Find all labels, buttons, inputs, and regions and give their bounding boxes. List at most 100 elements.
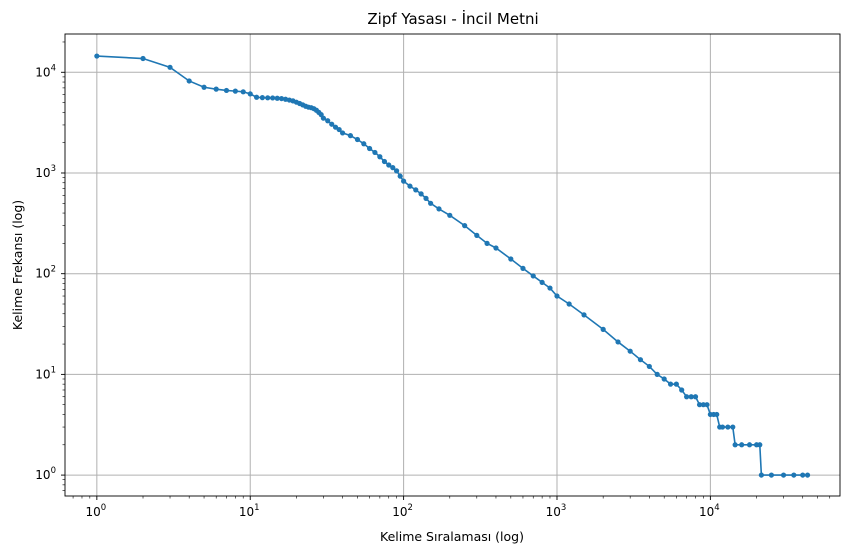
- x-tick-label: 101: [239, 503, 260, 519]
- data-point: [547, 285, 553, 291]
- data-point: [667, 381, 674, 387]
- data-point: [393, 168, 400, 174]
- data-point: [401, 178, 407, 184]
- data-point: [347, 133, 354, 139]
- data-point: [804, 472, 811, 478]
- data-point: [223, 87, 230, 94]
- data-point: [418, 191, 424, 197]
- data-point: [447, 212, 453, 218]
- data-point: [259, 95, 265, 101]
- data-point: [201, 84, 207, 90]
- data-point: [688, 394, 694, 400]
- grid-lines: [65, 34, 840, 496]
- data-point: [186, 78, 192, 84]
- series-line: [96, 55, 808, 476]
- chart-title: Zipf Yasası - İncil Metni: [367, 9, 538, 28]
- data-point: [474, 232, 480, 238]
- data-point: [413, 187, 419, 193]
- data-point: [508, 256, 514, 262]
- data-point: [390, 165, 396, 171]
- data-point: [679, 387, 685, 393]
- data-point: [780, 472, 787, 478]
- data-point: [520, 265, 526, 271]
- data-point: [757, 442, 763, 448]
- data-point: [325, 118, 331, 124]
- data-point: [600, 326, 606, 332]
- data-point: [94, 53, 100, 59]
- data-point: [247, 91, 253, 97]
- data-point: [140, 55, 146, 62]
- plot-series: [94, 53, 811, 478]
- data-point: [386, 162, 392, 168]
- data-point: [167, 64, 173, 70]
- data-point: [704, 402, 710, 408]
- y-axis-label: Kelime Frekansı (log): [10, 200, 25, 330]
- data-point: [354, 136, 361, 143]
- data-point: [240, 89, 246, 95]
- data-point: [339, 130, 346, 136]
- data-point: [646, 363, 652, 370]
- y-tick-label: 104: [35, 63, 56, 79]
- data-point: [320, 115, 327, 121]
- data-point: [692, 394, 699, 400]
- data-point: [673, 381, 679, 387]
- data-point: [361, 141, 367, 147]
- data-point: [493, 245, 499, 251]
- data-point: [423, 195, 429, 201]
- axis-ticks: 100 101 102 103 104 100 101 102 103 104: [35, 41, 831, 519]
- data-point: [407, 183, 413, 189]
- data-point: [539, 279, 545, 285]
- data-point: [366, 145, 373, 152]
- x-tick-label: 103: [546, 503, 567, 519]
- data-point: [232, 88, 238, 94]
- data-point: [372, 149, 378, 156]
- data-point: [768, 472, 775, 478]
- y-tick-label: 100: [35, 466, 56, 482]
- data-point: [397, 173, 403, 179]
- data-point: [336, 126, 342, 133]
- data-point: [329, 121, 335, 127]
- data-point: [654, 371, 660, 377]
- data-point: [696, 402, 703, 408]
- data-point: [581, 312, 587, 318]
- data-point: [484, 240, 490, 246]
- data-point: [213, 86, 219, 92]
- data-point: [627, 348, 633, 354]
- data-point: [746, 442, 753, 448]
- data-point: [274, 95, 280, 101]
- data-point: [800, 472, 806, 478]
- y-tick-label: 102: [35, 265, 56, 281]
- data-point: [732, 442, 738, 448]
- data-point: [615, 339, 621, 345]
- data-point: [725, 424, 731, 430]
- data-point: [791, 472, 797, 478]
- data-point: [270, 95, 276, 101]
- data-point: [381, 158, 388, 165]
- data-point: [428, 200, 434, 206]
- data-point: [637, 357, 644, 363]
- x-tick-label: 100: [85, 503, 106, 519]
- x-axis-label: Kelime Sıralaması (log): [380, 529, 524, 544]
- data-point: [265, 95, 271, 101]
- data-point: [758, 472, 764, 478]
- data-point: [730, 424, 736, 430]
- data-point: [530, 273, 536, 279]
- x-tick-label: 102: [392, 503, 413, 519]
- y-tick-label: 101: [35, 365, 56, 381]
- data-point: [661, 376, 667, 382]
- data-point: [377, 154, 383, 160]
- data-point: [684, 394, 690, 400]
- data-point: [253, 94, 260, 100]
- data-point: [700, 402, 706, 408]
- y-tick-label: 103: [35, 164, 56, 180]
- plot-frame: [64, 33, 841, 497]
- data-point: [554, 293, 560, 299]
- data-point: [739, 442, 745, 448]
- data-point: [462, 223, 468, 229]
- x-tick-label: 104: [699, 503, 720, 519]
- data-point: [566, 301, 572, 307]
- data-point: [278, 95, 285, 102]
- data-point: [436, 206, 442, 212]
- data-point: [719, 424, 726, 430]
